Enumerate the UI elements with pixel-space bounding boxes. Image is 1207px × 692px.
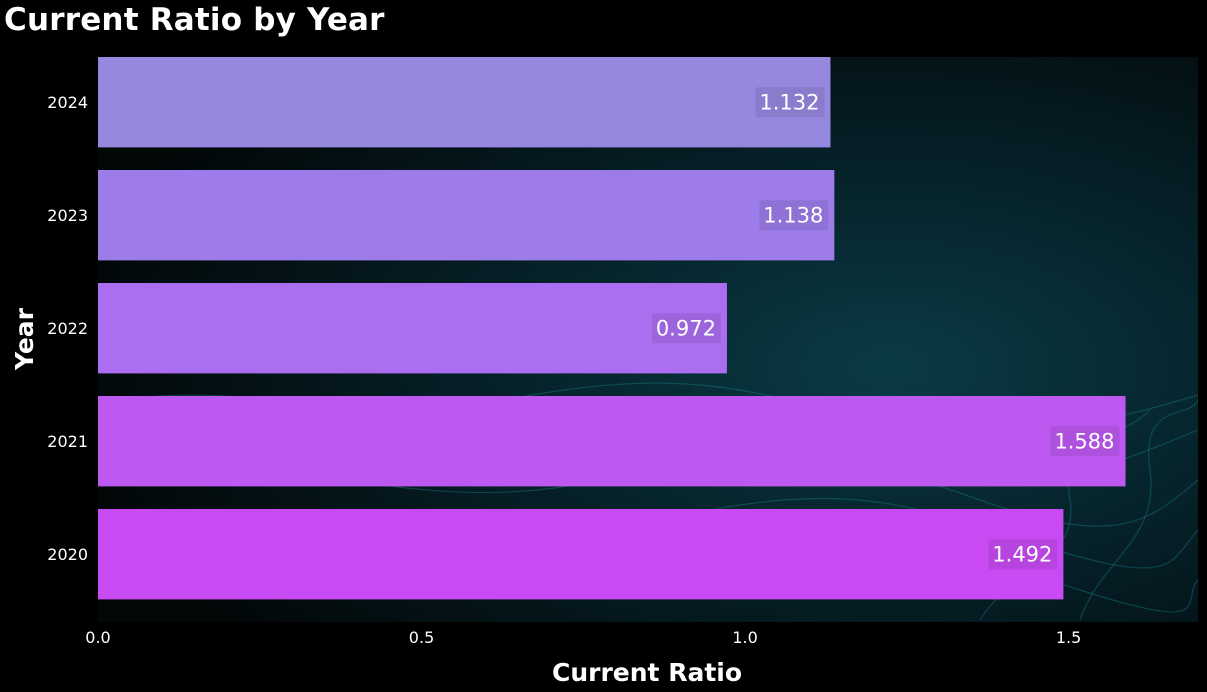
data-label-background-2021 [1050,426,1120,457]
bars-group [98,57,1126,600]
y-tick-label-2023: 2023 [47,206,88,225]
x-axis-title: Current Ratio [552,658,742,687]
bar-2020[interactable] [98,509,1064,600]
data-label-2024: 1.132 [759,91,819,115]
y-axis-title: Year [10,307,39,371]
chart-title: Current Ratio by Year [4,2,385,38]
data-label-2020: 1.492 [992,543,1052,567]
y-tick-label-2021: 2021 [47,432,88,451]
x-tick-label-0.5: 0.5 [409,628,434,647]
bar-2021[interactable] [98,396,1126,487]
data-label-2021: 1.588 [1054,430,1114,454]
data-labels-group: 1.132 1.138 0.972 1.588 1.492 [651,87,1120,570]
data-label-2022: 0.972 [656,317,716,341]
bar-2023[interactable] [98,170,835,261]
y-tick-label-2022: 2022 [47,319,88,338]
y-axis: 2024 2023 2022 2021 2020 [47,93,88,564]
y-tick-label-2024: 2024 [47,93,88,112]
data-label-background-2024 [755,87,825,118]
data-label-background-2022 [651,313,721,344]
bar-2022[interactable] [98,283,727,374]
x-axis: 0.0 0.5 1.0 1.5 [85,628,1081,647]
bar-2024[interactable] [98,57,831,148]
y-tick-label-2020: 2020 [47,545,88,564]
data-label-2023: 1.138 [763,204,823,228]
x-tick-label-0.0: 0.0 [85,628,110,647]
data-label-background-2020 [988,539,1058,570]
data-label-background-2023 [759,200,829,231]
x-tick-label-1.0: 1.0 [732,628,757,647]
x-tick-label-1.5: 1.5 [1056,628,1081,647]
